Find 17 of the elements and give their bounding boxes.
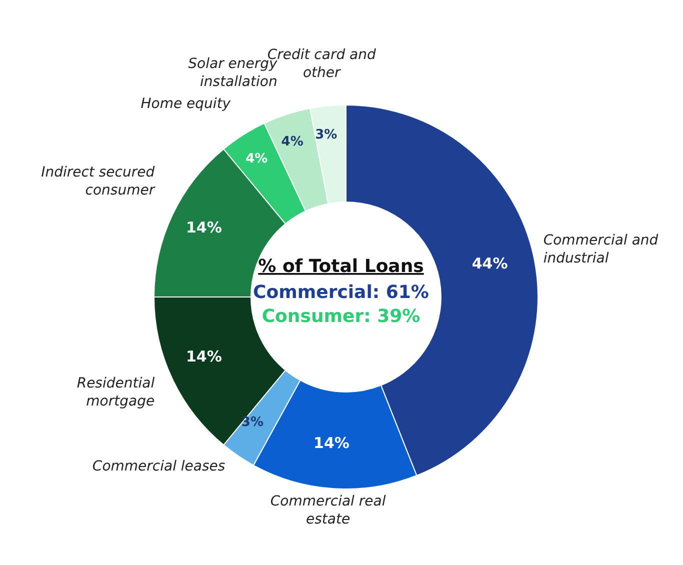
data-label: 3% [315,128,338,143]
data-label: 14% [314,434,350,452]
data-label: 44% [472,254,508,273]
data-label: 4% [246,152,268,167]
slice-label: Home equity [140,96,232,112]
text: Commercial: 61% [253,282,429,303]
slice-label: Residential mortgage [76,376,155,410]
slice-label: Commercial and industrial [543,232,658,266]
slice-label: Commercial real estate [270,494,386,528]
data-label: 4% [281,134,304,150]
slice-label: Indirect secured consumer [41,164,156,198]
data-label: 3% [241,414,264,430]
text: Consumer: 39% [262,306,420,327]
text: % of Total Loans [258,256,424,277]
data-label: 14% [186,218,222,236]
slice-label: Commercial leases [92,458,226,474]
data-label: 14% [186,348,222,366]
